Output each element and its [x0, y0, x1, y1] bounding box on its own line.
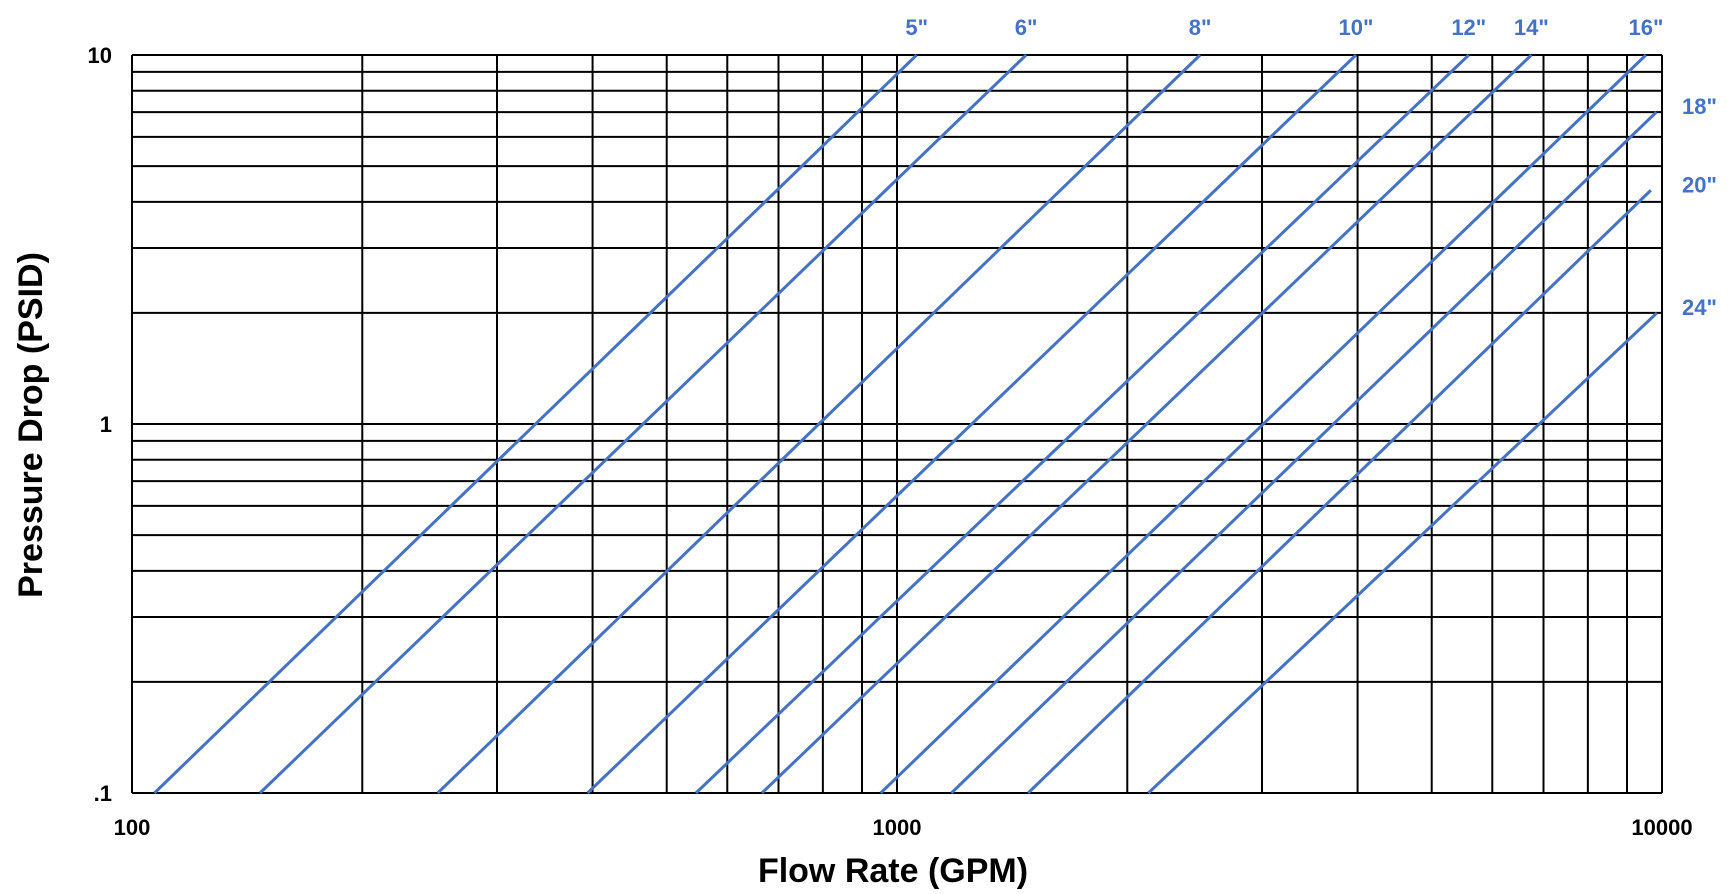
- series-line: [436, 53, 1202, 795]
- series-line: [153, 53, 918, 795]
- series-line: [950, 111, 1658, 795]
- series-label: 16": [1628, 15, 1663, 40]
- series-label: 10": [1339, 15, 1374, 40]
- series-lines: [153, 53, 1658, 795]
- x-tick-label: 10000: [1631, 815, 1692, 840]
- series-line: [760, 53, 1533, 795]
- series-line: [258, 53, 1028, 795]
- series-label: 5": [905, 15, 928, 40]
- series-line: [1147, 311, 1658, 795]
- series-label: 8": [1189, 15, 1212, 40]
- series-label: 20": [1682, 172, 1717, 197]
- series-label: 14": [1514, 15, 1549, 40]
- series-line: [586, 53, 1358, 795]
- series-line: [879, 53, 1647, 795]
- series-label: 12": [1451, 15, 1486, 40]
- x-axis-title: Flow Rate (GPM): [758, 852, 1028, 890]
- series-label: 18": [1682, 94, 1717, 119]
- y-tick-label: 10: [88, 43, 112, 68]
- series-line: [1027, 189, 1652, 795]
- tick-labels: 100 1000 10000 .1 1 10: [88, 43, 1693, 840]
- series-label: 6": [1015, 15, 1038, 40]
- x-tick-label: 100: [114, 815, 151, 840]
- gridlines: [131, 54, 1663, 794]
- y-axis-title: Pressure Drop (PSID): [12, 252, 50, 598]
- series-labels: 5" 6" 8" 10" 12" 14" 16" 18" 20" 24": [905, 15, 1717, 320]
- x-tick-label: 1000: [873, 815, 922, 840]
- y-tick-label: .1: [94, 781, 112, 806]
- y-tick-label: 1: [100, 412, 112, 437]
- series-line: [694, 53, 1470, 795]
- series-label: 24": [1682, 295, 1717, 320]
